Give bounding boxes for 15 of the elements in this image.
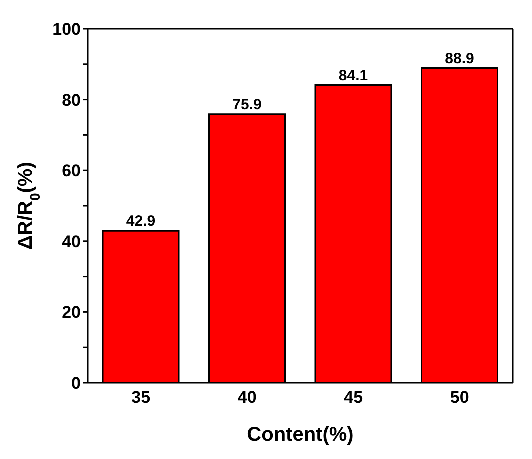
data-label: 84.1	[338, 67, 368, 84]
y-tick-label: 60	[62, 162, 81, 181]
y-tick-label: 20	[62, 303, 81, 322]
data-label: 75.9	[232, 96, 262, 114]
y-tick-label: 80	[62, 90, 81, 110]
data-label: 88.9	[445, 50, 474, 68]
y-tick-label: 100	[52, 20, 81, 40]
y-tick-label: 40	[62, 232, 81, 252]
x-tick-label: 45	[344, 388, 364, 408]
x-tick-label: 35	[132, 388, 151, 408]
x-tick-label: 50	[450, 388, 470, 408]
x-tick-label: 40	[238, 388, 257, 408]
x-axis-title: Content(%)	[247, 424, 354, 446]
y-tick-label: 0	[72, 374, 81, 394]
data-label: 42.9	[126, 213, 156, 230]
